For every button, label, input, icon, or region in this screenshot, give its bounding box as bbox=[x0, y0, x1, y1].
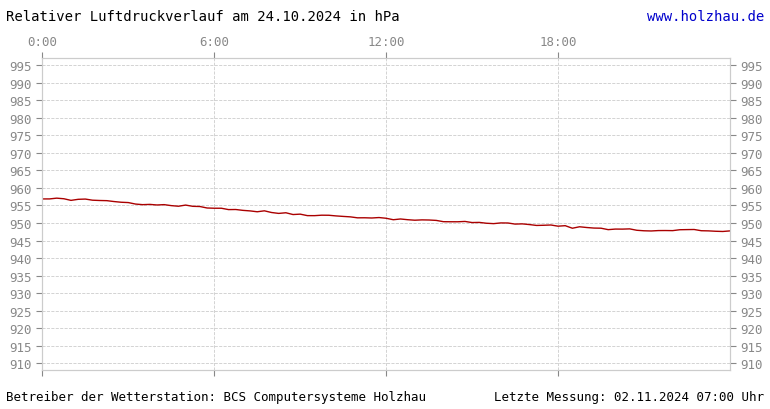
Text: www.holzhau.de: www.holzhau.de bbox=[647, 10, 764, 24]
Text: Betreiber der Wetterstation: BCS Computersysteme Holzhau: Betreiber der Wetterstation: BCS Compute… bbox=[6, 390, 426, 403]
Text: Letzte Messung: 02.11.2024 07:00 Uhr: Letzte Messung: 02.11.2024 07:00 Uhr bbox=[494, 390, 764, 403]
Text: Relativer Luftdruckverlauf am 24.10.2024 in hPa: Relativer Luftdruckverlauf am 24.10.2024… bbox=[6, 10, 400, 24]
